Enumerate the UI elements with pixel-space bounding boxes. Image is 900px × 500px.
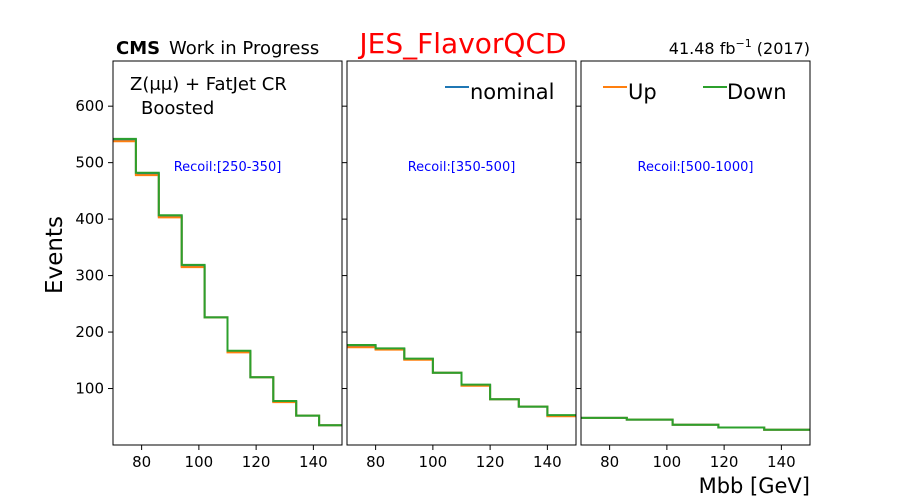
x-tick-label-140-panel-3: 140 — [767, 453, 796, 471]
lumi-exponent: −1 — [735, 37, 751, 50]
series-up-panel-1 — [113, 140, 342, 427]
x-tick-label-80-panel-3: 80 — [600, 453, 619, 471]
y-tick-label-600: 600 — [75, 97, 104, 115]
lumi-year: (2017) — [752, 39, 810, 58]
legend-label-down: Down — [727, 80, 787, 104]
recoil-annotation-panel-2: Recoil:[350-500] — [408, 160, 516, 175]
recoil-annotation-panel-1: Recoil:[250-350] — [174, 160, 282, 175]
panel-1: 80 100 120 140 100 200 300 400 500 600 Recoil:[250… — [75, 60, 343, 471]
x-tick-label-120-panel-2: 120 — [476, 453, 505, 471]
series-down-panel-2 — [347, 344, 576, 417]
x-tick-label-120-panel-3: 120 — [710, 453, 739, 471]
luminosity-label: 41.48 fb−1 (2017) — [669, 37, 810, 58]
y-tick-label-100: 100 — [75, 380, 104, 398]
legend-label-nominal: nominal — [470, 80, 554, 104]
panel-frame-1 — [112, 60, 343, 446]
panel-frame-2 — [346, 60, 577, 446]
series-down-panel-1 — [113, 137, 342, 427]
y-tick-label-500: 500 — [75, 154, 104, 172]
x-tick-label-100-panel-1: 100 — [185, 453, 214, 471]
x-tick-label-100-panel-3: 100 — [653, 453, 682, 471]
series-nominal-panel-1 — [113, 139, 342, 427]
lumi-value: 41.48 fb — [669, 39, 736, 58]
x-tick-label-80-panel-1: 80 — [132, 453, 151, 471]
x-tick-label-80-panel-2: 80 — [366, 453, 385, 471]
legend-label-up: Up — [628, 80, 657, 104]
x-tick-label-140-panel-1: 140 — [299, 453, 328, 471]
panel-frame-3 — [580, 60, 811, 446]
cms-label: CMS — [116, 38, 160, 59]
x-axis-label: Mbb [GeV] — [699, 474, 810, 498]
panel-3: 80 100 120 140 Recoil:[500-1000] — [576, 60, 811, 471]
x-tick-label-120-panel-1: 120 — [242, 453, 271, 471]
work-in-progress-label: Work in Progress — [169, 38, 319, 59]
legend: nominal Up Down — [445, 80, 787, 104]
recoil-annotation-panel-3: Recoil:[500-1000] — [638, 160, 754, 175]
series-down-panel-3 — [581, 416, 810, 431]
y-tick-label-300: 300 — [75, 267, 104, 285]
panels-group: 80 100 120 140 100 200 300 400 500 600 Recoil:[250… — [75, 60, 811, 471]
region-label-line1: Z(μμ) + FatJet CR — [130, 74, 287, 95]
chart-title: JES_FlavorQCD — [357, 27, 566, 60]
panel-2: 80 100 120 140 Recoil:[350-500] — [342, 60, 577, 471]
region-label-line2: Boosted — [141, 98, 214, 119]
y-tick-label-200: 200 — [75, 323, 104, 341]
y-tick-label-400: 400 — [75, 210, 104, 228]
y-axis-label: Events — [42, 216, 68, 294]
x-tick-label-140-panel-2: 140 — [533, 453, 562, 471]
x-tick-label-100-panel-2: 100 — [419, 453, 448, 471]
